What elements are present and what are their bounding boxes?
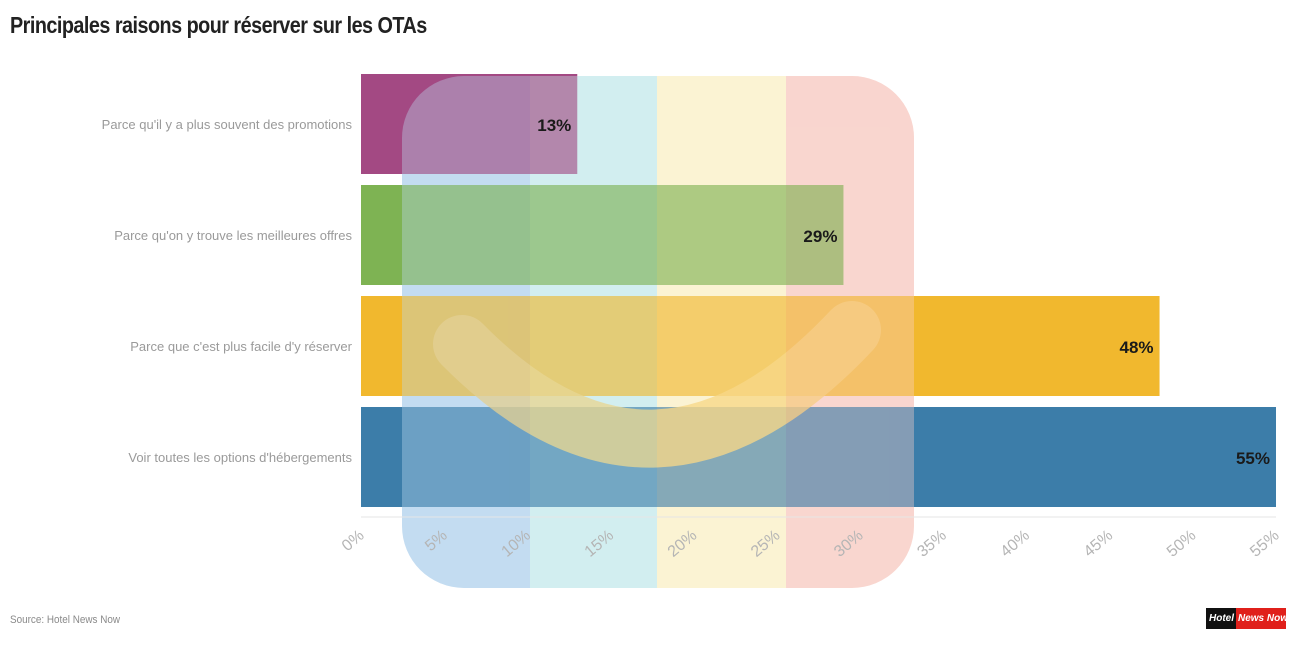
chart-title: Principales raisons pour réserver sur le… bbox=[10, 12, 427, 38]
watermark-strip-teal-overlay bbox=[530, 76, 658, 516]
x-tick-label-8: 40% bbox=[998, 527, 1033, 561]
category-label-2: Parce qu'on y trouve les meilleures offr… bbox=[114, 228, 352, 243]
watermark-smile bbox=[433, 301, 881, 468]
bar-1 bbox=[361, 74, 578, 174]
category-label-3: Parce que c'est plus facile d'y réserver bbox=[130, 339, 352, 354]
x-tick-label-11: 55% bbox=[1247, 527, 1282, 561]
category-label-4: Voir toutes les options d'hébergements bbox=[128, 450, 352, 465]
category-labels-group: Parce qu'il y a plus souvent des promoti… bbox=[102, 117, 353, 465]
value-label-4: 55% bbox=[1236, 449, 1270, 468]
value-labels-group: 13% 29% 48% 55% bbox=[537, 116, 1270, 468]
logo-part-2: News Now bbox=[1236, 608, 1286, 629]
value-label-2: 29% bbox=[803, 227, 837, 246]
x-tick-label-10: 50% bbox=[1164, 527, 1199, 561]
x-tick-label-9: 45% bbox=[1081, 527, 1116, 561]
bars-group bbox=[361, 74, 1276, 516]
watermark-strip-red-overlay bbox=[786, 76, 914, 516]
logo-part-1: Hotel bbox=[1206, 608, 1236, 629]
bar-2 bbox=[361, 185, 844, 285]
category-label-1: Parce qu'il y a plus souvent des promoti… bbox=[102, 117, 353, 132]
value-label-1: 13% bbox=[537, 116, 571, 135]
source-note: Source: Hotel News Now bbox=[10, 614, 121, 626]
x-tick-label-7: 35% bbox=[914, 527, 949, 561]
x-tick-label-0: 0% bbox=[339, 527, 368, 555]
value-label-3: 48% bbox=[1120, 338, 1154, 357]
watermark-strip-blue-overlay bbox=[402, 76, 531, 516]
watermark-strip-yellow-overlay bbox=[657, 76, 787, 516]
hotel-news-now-logo: Hotel News Now bbox=[1206, 608, 1286, 629]
